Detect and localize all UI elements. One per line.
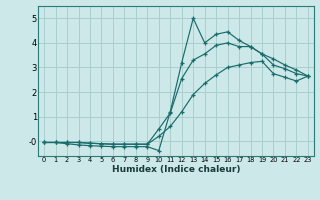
- X-axis label: Humidex (Indice chaleur): Humidex (Indice chaleur): [112, 165, 240, 174]
